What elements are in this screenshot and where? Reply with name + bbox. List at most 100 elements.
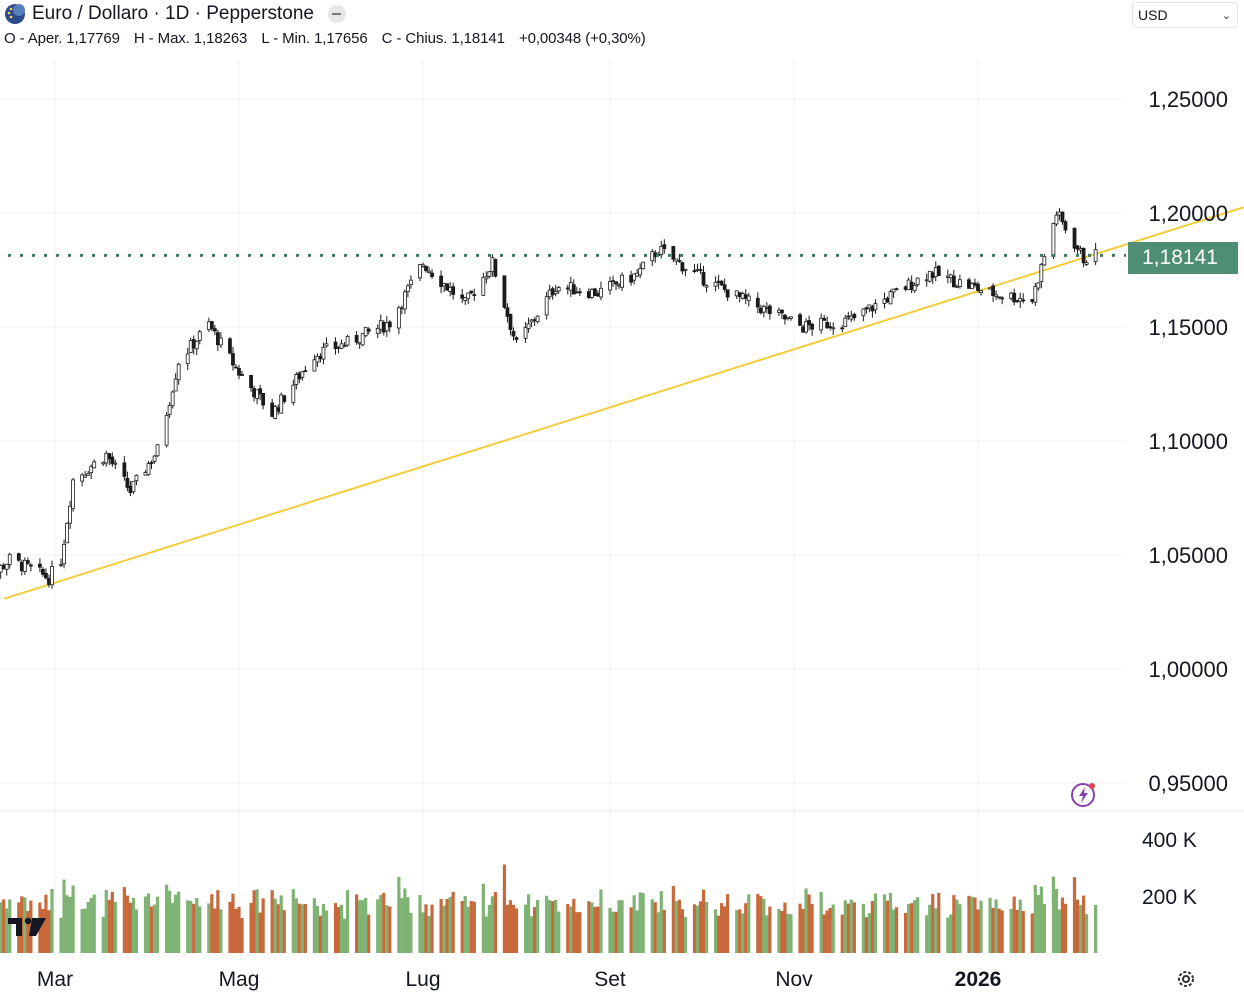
volume-bar [195, 898, 199, 953]
volume-bar [174, 894, 178, 953]
volume-bar [110, 891, 114, 953]
symbol-title[interactable]: Euro / Dollaro · 1D · Pepperstone [32, 3, 314, 24]
volume-bar [216, 890, 220, 953]
volume-bar [931, 894, 935, 953]
volume-bar [904, 912, 908, 953]
volume-bar [427, 915, 431, 953]
volume-bar [1042, 903, 1046, 953]
candle-body [107, 453, 112, 460]
volume-bar [526, 894, 531, 953]
volume-bar [994, 899, 998, 953]
volume-bar [894, 907, 899, 953]
volume-tick-label: 200 K [1142, 886, 1197, 909]
volume-bar [376, 899, 380, 953]
volume-bar [831, 904, 835, 953]
volume-bar [861, 904, 865, 953]
candle-body [418, 264, 422, 279]
volume-bar [1033, 885, 1037, 953]
volume-bar [575, 912, 579, 953]
volume-bar [653, 902, 657, 953]
candle-body [1063, 221, 1068, 231]
volume-bar [68, 896, 72, 953]
volume-bar [342, 918, 347, 953]
time-axis: Mar Mag Lug Set Nov 2026 [37, 968, 1001, 991]
volume-bar [973, 897, 977, 953]
volume-bar [249, 902, 253, 953]
candle-body [523, 327, 528, 339]
volume-bar [849, 899, 853, 953]
candle-body [294, 374, 299, 385]
candle-body [807, 320, 811, 326]
candle-body [777, 309, 781, 313]
volume-bar [979, 900, 983, 953]
volume-bar [952, 895, 956, 953]
currency-selector[interactable]: USD ⌄ [1132, 2, 1238, 28]
candle-body [1033, 286, 1038, 303]
volume-bar [23, 897, 27, 953]
candle-body [261, 393, 266, 406]
volume-bar [759, 896, 763, 953]
volume-bar [481, 883, 485, 953]
volume-bar [843, 900, 847, 953]
candle-body [1054, 214, 1059, 225]
volume-bar [569, 906, 573, 953]
volume-bar [783, 902, 787, 953]
candle-body [273, 406, 278, 420]
candle-body [701, 271, 706, 286]
volume-bar [177, 891, 181, 953]
candle-body [698, 269, 703, 272]
volume-bar [294, 898, 298, 953]
volume-bar [789, 914, 793, 953]
candle-body [888, 291, 893, 305]
candle-body [632, 273, 637, 281]
candle-body [991, 285, 995, 296]
volume-bar [189, 901, 193, 953]
volume-bar [472, 901, 476, 953]
candle-body [680, 262, 685, 272]
candle-body [113, 462, 118, 465]
candle-body [1018, 297, 1023, 302]
candle-body [550, 288, 555, 296]
volume-bar [231, 893, 235, 953]
volume-bar [870, 900, 875, 953]
candle-body [62, 543, 66, 565]
hide-indicator-icon[interactable] [327, 5, 346, 23]
candle-body [28, 564, 33, 567]
lightning-alert-icon[interactable] [1070, 780, 1098, 808]
symbol-flag-icon[interactable] [4, 3, 26, 25]
volume-bar [1021, 910, 1025, 953]
candle-body [822, 318, 827, 321]
volume-bar [303, 903, 307, 953]
tradingview-logo-icon[interactable] [6, 914, 48, 940]
candle-body [1057, 211, 1062, 216]
volume-bar [557, 911, 561, 953]
candle-body [445, 283, 450, 291]
volume-bar [913, 900, 917, 953]
volume-bar [80, 909, 84, 953]
candle-body [948, 274, 953, 279]
candle-body [1093, 249, 1098, 262]
candle-body [596, 293, 600, 297]
volume-bar [324, 910, 329, 953]
volume-bar [125, 895, 129, 953]
volume-bar [255, 889, 259, 953]
gear-icon[interactable] [1176, 969, 1196, 989]
volume-bar [620, 900, 624, 953]
candle-body [954, 285, 959, 288]
candle-body [574, 291, 579, 294]
candle-body [206, 321, 211, 330]
candle-body [1000, 297, 1005, 300]
volume-bar [716, 915, 721, 953]
volume-bar [741, 913, 745, 953]
volume-bar [297, 903, 301, 953]
candle-body [970, 283, 974, 290]
volume-bar [641, 893, 645, 953]
volume-bar [421, 912, 425, 953]
volume-bar [143, 896, 148, 953]
time-tick-label: Lug [405, 968, 440, 991]
volume-bar [1039, 886, 1043, 953]
volume-bar [484, 916, 488, 953]
volume-bar [937, 892, 941, 953]
candle-body [556, 287, 561, 292]
